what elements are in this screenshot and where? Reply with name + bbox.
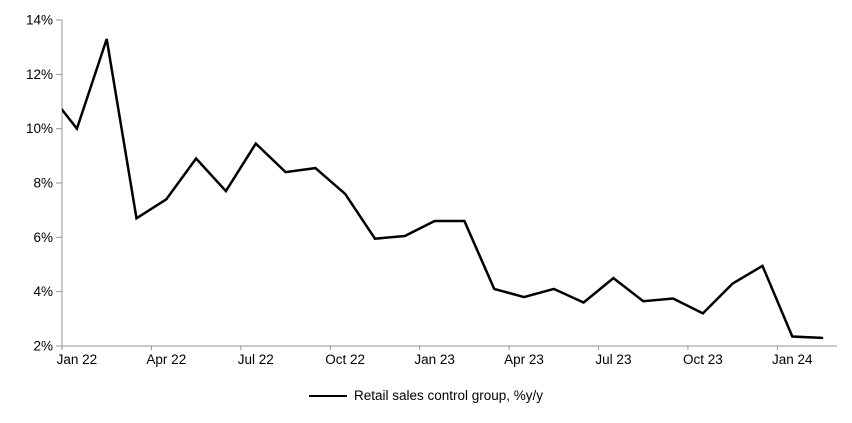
legend-line-sample xyxy=(308,394,347,397)
x-tick-label: Oct 22 xyxy=(325,352,365,367)
y-tick-label: 14% xyxy=(26,13,53,28)
chart-canvas: 2% 4% 6% 8% 10% 12% 14% Jan 22 Apr 22 Jul 22 Oct 2… xyxy=(26,13,837,367)
legend-label: Retail sales control group, %y/y xyxy=(353,388,544,403)
y-tick-label: 8% xyxy=(33,176,53,191)
x-tick-label: Jul 22 xyxy=(238,352,274,367)
x-tick-label: Jul 23 xyxy=(595,352,631,367)
x-tick-label: Jan 24 xyxy=(772,352,813,367)
x-tick-label: Apr 22 xyxy=(146,352,186,367)
x-tick-label: Jan 23 xyxy=(414,352,455,367)
series-polyline xyxy=(62,38,824,340)
y-tick-label: 12% xyxy=(26,67,53,82)
y-tick-label: 2% xyxy=(33,339,53,354)
x-tick-label: Oct 23 xyxy=(683,352,723,367)
y-tick-label: 6% xyxy=(33,230,53,245)
x-tick-label: Apr 23 xyxy=(504,352,544,367)
y-tick-label: 4% xyxy=(33,284,53,299)
y-tick-label: 10% xyxy=(26,121,53,136)
x-tick-label: Jan 22 xyxy=(57,352,98,367)
chart-legend: Retail sales control group, %y/y xyxy=(0,388,852,403)
